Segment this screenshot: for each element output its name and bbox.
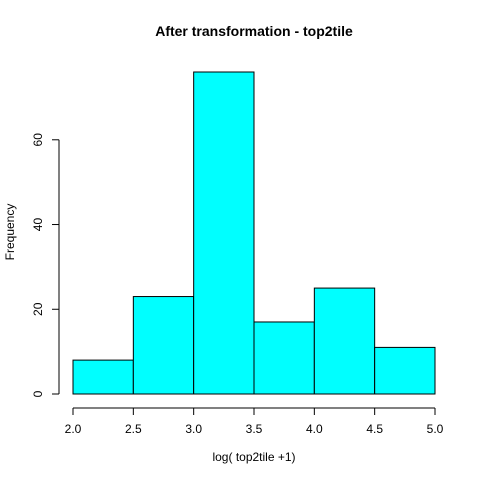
y-tick-label-3: 60	[31, 133, 45, 147]
x-tick-label-6: 5.0	[427, 422, 444, 436]
y-axis: 0 20 40 60	[31, 133, 60, 397]
x-tick-label-2: 3.0	[185, 422, 202, 436]
histogram-bar-0	[72, 359, 134, 395]
histogram-bar-1	[132, 296, 195, 395]
y-tick-label-0: 0	[31, 390, 45, 397]
chart-title: After transformation - top2tile	[155, 23, 353, 39]
x-tick-label-0: 2.0	[65, 422, 82, 436]
y-axis-label: Frequency	[3, 204, 17, 261]
histogram-bar-5	[374, 346, 436, 395]
histogram-bar-4	[313, 287, 376, 395]
x-tick-label-1: 2.5	[125, 422, 142, 436]
x-tick-label-4: 4.0	[306, 422, 323, 436]
x-axis: 2.0 2.5 3.0 3.5 4.0 4.5 5.0	[65, 407, 444, 436]
bars-group	[72, 71, 436, 395]
y-tick-label-1: 20	[31, 302, 45, 316]
x-tick-label-3: 3.5	[246, 422, 263, 436]
y-tick-label-2: 40	[31, 218, 45, 232]
histogram-bar-3	[253, 321, 315, 395]
x-axis-label: log( top2tile +1)	[212, 450, 295, 464]
histogram-bar-2	[193, 71, 255, 395]
x-tick-label-5: 4.5	[366, 422, 383, 436]
